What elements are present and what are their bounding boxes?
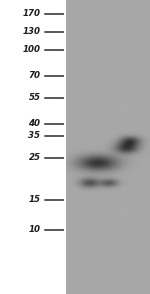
Text: 100: 100: [22, 46, 40, 54]
Text: 35: 35: [28, 131, 40, 141]
Text: 15: 15: [28, 196, 40, 205]
Bar: [65, 0, 150, 294]
Text: 170: 170: [22, 9, 40, 19]
Text: 55: 55: [28, 93, 40, 103]
Text: 70: 70: [28, 71, 40, 81]
Text: 40: 40: [28, 119, 40, 128]
Text: 10: 10: [28, 225, 40, 235]
Text: 25: 25: [28, 153, 40, 163]
Text: 130: 130: [22, 28, 40, 36]
